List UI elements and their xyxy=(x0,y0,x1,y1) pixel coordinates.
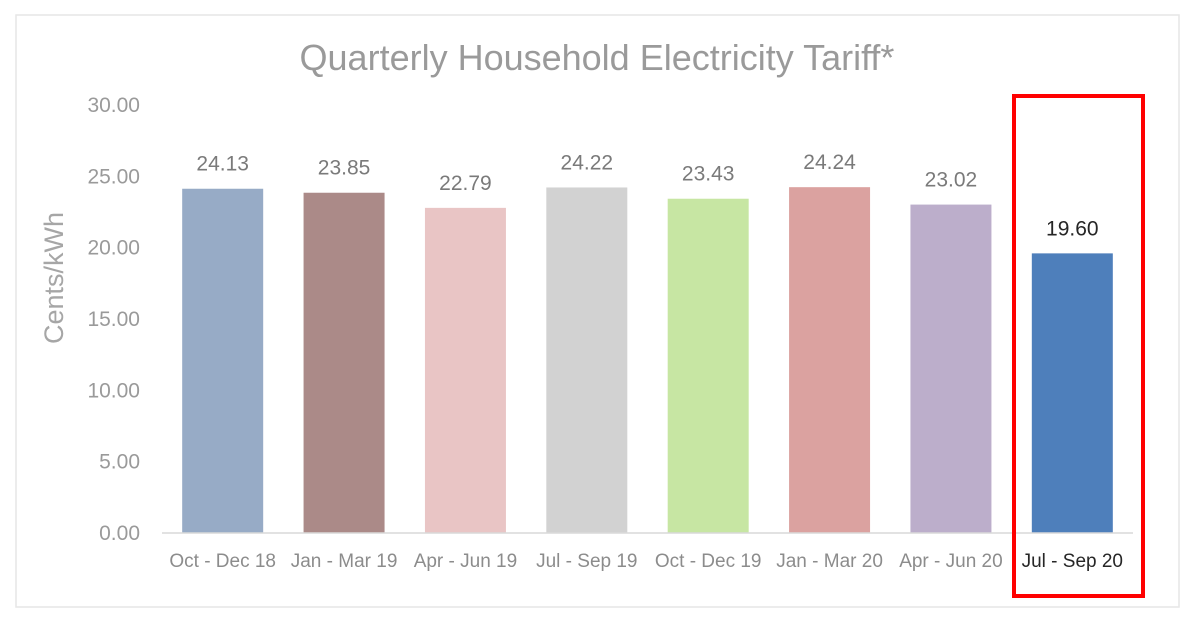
data-label: 24.13 xyxy=(196,153,249,176)
y-tick-label: 10.00 xyxy=(87,379,140,402)
data-label: 22.79 xyxy=(439,172,492,195)
data-label: 19.60 xyxy=(1046,217,1099,240)
chart-title: Quarterly Household Electricity Tariff* xyxy=(300,37,895,78)
y-tick-label: 20.00 xyxy=(87,237,140,260)
y-tick-label: 5.00 xyxy=(99,451,140,474)
x-tick-label: Oct - Dec 19 xyxy=(655,551,762,572)
x-tick-label: Jul - Sep 19 xyxy=(536,551,637,572)
x-axis-ticks: Oct - Dec 18 Jan - Mar 19 Apr - Jun 19 Jul … xyxy=(169,551,1123,572)
y-tick-label: 25.00 xyxy=(87,165,140,188)
bar xyxy=(182,188,264,533)
highlight-box xyxy=(1012,94,1145,598)
data-labels: 24.13 23.85 22.79 24.22 23.43 24.24 23.02 19.60 xyxy=(196,151,1098,240)
bar xyxy=(424,207,506,533)
y-tick-label: 0.00 xyxy=(99,522,140,545)
data-label: 23.85 xyxy=(318,157,371,180)
y-axis-label: Cents/kWh xyxy=(39,212,69,344)
x-tick-label: Jan - Mar 19 xyxy=(291,551,398,572)
x-tick-label: Oct - Dec 18 xyxy=(169,551,276,572)
x-tick-label: Apr - Jun 20 xyxy=(899,551,1003,572)
x-tick-label: Jul - Sep 20 xyxy=(1022,551,1123,572)
data-label: 23.43 xyxy=(682,163,735,186)
data-label: 24.24 xyxy=(803,151,856,174)
y-tick-label: 30.00 xyxy=(87,94,140,117)
y-axis-ticks: 0.00 5.00 10.00 15.00 20.00 25.00 30.00 xyxy=(87,94,140,545)
x-tick-label: Apr - Jun 19 xyxy=(414,551,518,572)
y-tick-label: 15.00 xyxy=(87,308,140,331)
data-label: 24.22 xyxy=(561,151,614,174)
bar xyxy=(1031,253,1113,533)
x-tick-label: Jan - Mar 20 xyxy=(776,551,883,572)
bar xyxy=(910,204,992,533)
bar xyxy=(303,192,385,534)
bar xyxy=(546,187,628,533)
data-label: 23.02 xyxy=(925,169,978,192)
bars xyxy=(182,187,1113,534)
bar xyxy=(789,187,871,533)
bar xyxy=(667,198,749,533)
